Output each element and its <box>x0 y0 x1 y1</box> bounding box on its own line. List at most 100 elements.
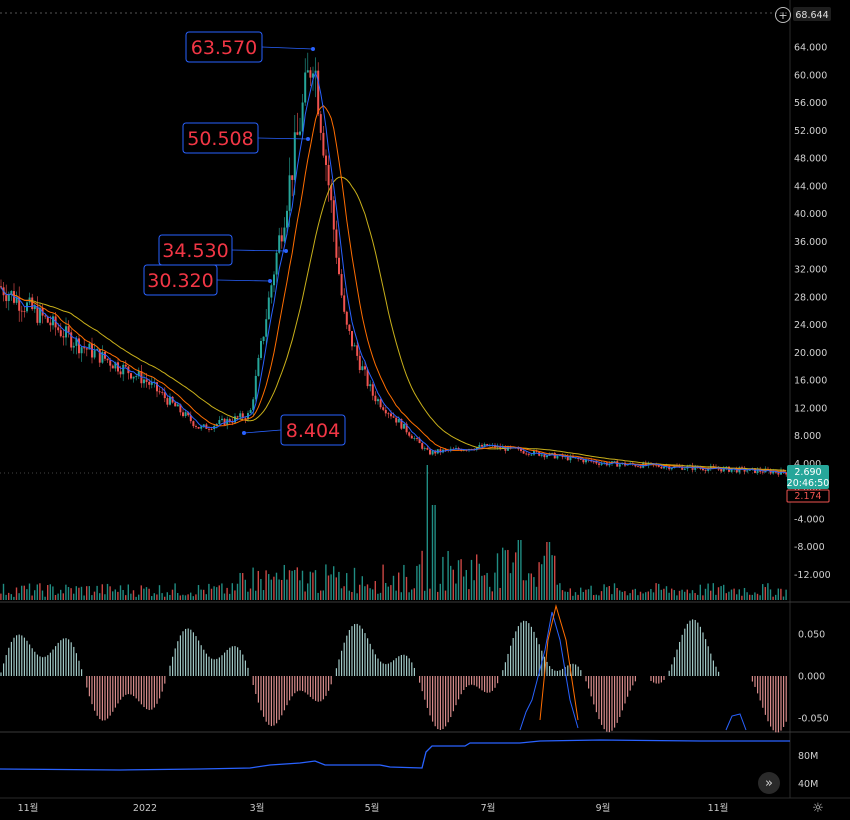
oscillator-bar <box>296 676 298 692</box>
oscillator-bar <box>268 676 270 725</box>
volume-bar <box>613 583 616 600</box>
volume-bar <box>491 591 493 600</box>
volume-bar <box>366 584 369 600</box>
candle-body <box>325 155 327 165</box>
oscillator-bar <box>138 676 140 702</box>
oscillator-bar <box>775 676 777 733</box>
oscillator-bar <box>634 676 636 682</box>
time-axis: 11월 2022 3월 5월 7월 9월 11월 <box>18 802 729 814</box>
oscillator-bar <box>611 676 613 731</box>
oscillator-bar <box>549 666 551 676</box>
volume-bar <box>2 583 5 600</box>
oscillator-bar <box>16 635 18 676</box>
oscillator-bar <box>512 638 514 676</box>
volume-bar <box>400 592 402 600</box>
candle-body <box>421 443 424 449</box>
volume-bar <box>317 592 319 600</box>
candle-body <box>351 331 353 347</box>
oscillator-bar <box>525 621 527 676</box>
volume-bar <box>203 589 205 600</box>
candle-body <box>657 464 660 467</box>
candle-body <box>525 453 528 455</box>
candle-body <box>239 413 242 418</box>
plus-circle-icon[interactable]: + <box>775 7 791 23</box>
candle-body <box>647 462 650 466</box>
oscillator-bar <box>330 676 332 685</box>
price-tick-label: 28.000 <box>794 292 827 303</box>
candle-body <box>166 398 169 405</box>
oscillator-bar <box>689 620 691 676</box>
candle-body <box>644 462 647 466</box>
oscillator-bar <box>224 652 226 676</box>
oscillator-bar <box>47 655 49 676</box>
volume-bar <box>47 585 49 600</box>
volume-bar <box>218 585 220 600</box>
gear-icon[interactable]: ☼ <box>812 800 824 816</box>
oscillator-bar <box>382 663 384 676</box>
oscillator-histogram <box>0 619 787 733</box>
oscillator-bar <box>616 676 618 723</box>
candle-body <box>215 423 218 426</box>
candle-body <box>358 355 361 370</box>
volume-bar <box>88 586 90 600</box>
oscillator-bar <box>322 676 324 700</box>
oscillator-bar <box>94 676 96 711</box>
double-chevron-right-icon[interactable]: » <box>758 772 780 794</box>
callout-label: 8.404 <box>286 420 340 442</box>
candle-body <box>88 343 91 350</box>
candle-body <box>210 428 213 430</box>
volume-bar <box>499 587 501 600</box>
oscillator-bar <box>697 622 699 676</box>
oscillator-tick-label: 0.000 <box>798 672 825 683</box>
oscillator-bar <box>668 670 670 676</box>
candle-body <box>85 348 88 350</box>
candle-body <box>595 461 598 464</box>
candle-body <box>356 345 359 356</box>
volume-bar <box>231 583 233 600</box>
volume-bar <box>369 588 371 600</box>
oscillator-bar <box>473 676 475 686</box>
candle-body <box>286 210 288 228</box>
oscillator-bar <box>49 652 51 676</box>
volume-bar <box>569 588 571 600</box>
oscillator-bar <box>307 676 309 695</box>
volume-bar <box>236 583 239 600</box>
oscillator-bar <box>320 676 322 702</box>
volume-bar <box>530 573 532 600</box>
oscillator-bar <box>770 676 772 727</box>
volume-bar <box>439 583 441 600</box>
volume-bar <box>226 587 228 600</box>
volume-bar <box>663 588 665 600</box>
volume-bar <box>567 591 569 600</box>
volume-bar <box>551 555 553 600</box>
oscillator-bar <box>575 664 577 676</box>
volume-bar <box>564 591 566 600</box>
volume-bar <box>260 579 262 600</box>
candle-body <box>429 449 431 455</box>
volume-bar <box>642 593 644 600</box>
oscillator-bar <box>585 676 587 682</box>
oscillator-bar <box>286 676 288 706</box>
volume-bar <box>710 590 712 600</box>
oscillator-bar <box>385 664 387 676</box>
candle-body <box>59 330 62 337</box>
candle-body <box>475 447 478 450</box>
volume-bar <box>39 583 41 600</box>
oscillator-bar <box>554 670 556 676</box>
volume-bar <box>291 570 293 600</box>
volume-bar <box>554 555 556 600</box>
ma-slow-line <box>0 176 787 471</box>
candle-body <box>449 448 452 451</box>
candle-body <box>533 450 535 455</box>
oscillator-axis: 0.050 0.000 -0.050 <box>798 630 829 725</box>
volume-bar <box>382 564 384 600</box>
volume-bar <box>244 579 246 600</box>
volume-bar <box>720 586 722 600</box>
volume-bar <box>780 588 782 600</box>
oscillator-bar <box>195 636 197 676</box>
oscillator-bar <box>130 676 132 695</box>
volume-bar <box>377 593 379 600</box>
oscillator-bar <box>650 676 652 682</box>
candle-body <box>377 399 379 402</box>
